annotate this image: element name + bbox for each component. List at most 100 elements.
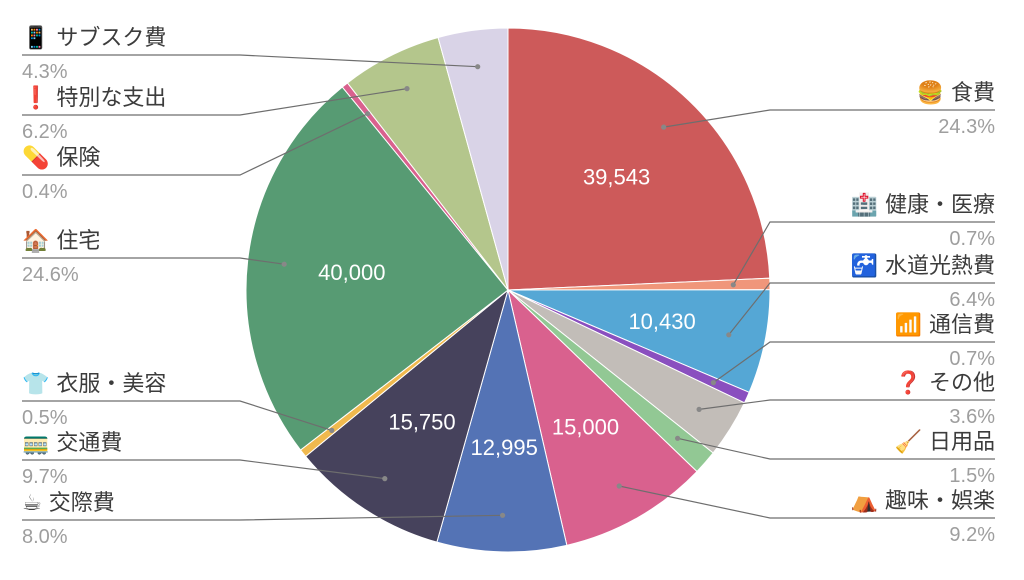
- category-name: 通信費: [929, 313, 995, 338]
- category-label: 📱 サブスク費: [22, 25, 166, 51]
- leader-line: [22, 54, 478, 68]
- category-label: ⛺ 趣味・娯楽: [851, 489, 995, 514]
- category-percent: 9.7%: [22, 466, 68, 488]
- exclamation-icon: ❗: [22, 85, 56, 111]
- hamburger-icon: 🍔: [917, 80, 951, 106]
- category-name: サブスク費: [56, 26, 166, 51]
- category-name: 食費: [951, 81, 995, 106]
- category-name: 趣味・娯楽: [885, 489, 995, 514]
- leader-line: [22, 113, 368, 176]
- category-percent: 0.7%: [949, 348, 995, 370]
- slice-value-label: 10,430: [628, 309, 695, 334]
- leader-line: [22, 459, 385, 480]
- category-label: 💊 保険: [22, 144, 100, 171]
- category-label: 🏠 住宅: [22, 228, 100, 254]
- leader-dot: [475, 64, 481, 70]
- pie-slice: [436, 289, 568, 553]
- train-icon: 🚃: [22, 431, 56, 456]
- pie-slice: [437, 27, 509, 291]
- category-label: 🧹 日用品: [895, 429, 995, 455]
- slice-value-label: 15,750: [388, 410, 455, 435]
- category-name: 特別な支出: [56, 86, 166, 111]
- category-name: 保険: [56, 146, 100, 171]
- category-name: 交通費: [56, 431, 122, 456]
- leader-dot: [329, 427, 335, 433]
- category-label: 📶 通信費: [895, 312, 995, 338]
- category-name: 水道光熱費: [885, 254, 995, 279]
- leader-dot: [500, 512, 506, 518]
- shirt-icon: 👕: [22, 372, 56, 397]
- category-percent: 1.5%: [949, 465, 995, 487]
- category-percent: 0.7%: [949, 228, 995, 250]
- category-percent: 24.3%: [938, 116, 995, 138]
- leader-line: [22, 514, 503, 521]
- faucet-icon: 🚰: [851, 253, 885, 279]
- category-percent: 8.0%: [22, 526, 68, 548]
- pie-slices: [245, 27, 771, 553]
- leader-dot: [281, 261, 287, 267]
- pill-icon: 💊: [22, 144, 56, 171]
- leader-dot: [726, 332, 732, 338]
- leader-dot: [365, 111, 371, 117]
- leader-line: [677, 437, 995, 460]
- pie-slice: [245, 86, 509, 451]
- coffee-icon: ☕: [22, 491, 49, 516]
- slice-value-label: 39,543: [583, 164, 650, 189]
- category-percent: 6.4%: [949, 289, 995, 311]
- slice-value-label: 40,000: [318, 260, 385, 285]
- category-percent: 6.2%: [22, 121, 68, 143]
- leader-line: [619, 485, 995, 519]
- category-percent: 0.5%: [22, 407, 68, 429]
- leader-line: [713, 341, 995, 384]
- house-icon: 🏠: [22, 228, 56, 254]
- leader-line: [22, 88, 408, 116]
- category-label: 🍔 食費: [917, 80, 995, 106]
- leader-dot: [730, 282, 736, 288]
- category-percent: 3.6%: [949, 406, 995, 428]
- leader-lines: [22, 54, 995, 521]
- category-name: 日用品: [929, 430, 995, 455]
- category-name: 衣服・美容: [56, 372, 166, 397]
- hospital-icon: 🏥: [851, 192, 885, 218]
- leader-dot: [404, 86, 410, 92]
- category-label: ❗ 特別な支出: [22, 85, 166, 111]
- category-label: ❓ その他: [895, 370, 995, 396]
- category-percent: 4.3%: [22, 61, 68, 83]
- leader-dot: [675, 435, 681, 441]
- leader-dot: [661, 124, 667, 130]
- leader-line: [732, 221, 995, 286]
- leader-line: [728, 282, 995, 336]
- category-label: 🏥 健康・医療: [851, 192, 995, 218]
- leader-line: [22, 257, 285, 265]
- leader-dot: [710, 380, 717, 386]
- category-label: ☕ 交際費: [22, 491, 115, 516]
- category-percent: 0.4%: [22, 181, 68, 203]
- tent-icon: ⛺: [851, 489, 885, 514]
- value-labels: 39,543 10,430 15,000 12,995 15,750 40,000: [318, 164, 696, 460]
- pie-slice: [507, 288, 698, 546]
- leader-line: [699, 399, 995, 410]
- leader-dot: [696, 406, 702, 412]
- slice-value-label: 15,000: [552, 415, 619, 440]
- category-name: 交際費: [49, 491, 115, 516]
- category-label: 🚃 交通費: [22, 431, 122, 456]
- broom-icon: 🧹: [895, 429, 929, 455]
- category-name: その他: [929, 371, 995, 396]
- category-percent: 9.2%: [949, 524, 995, 546]
- slice-value-label: 12,995: [471, 435, 538, 460]
- leader-line: [663, 109, 995, 128]
- category-name: 住宅: [56, 229, 100, 254]
- question-icon: ❓: [895, 370, 929, 396]
- category-label: 👕 衣服・美容: [22, 372, 166, 397]
- leader-dot: [382, 476, 388, 482]
- category-percent: 24.6%: [22, 264, 79, 286]
- pie-slice: [304, 288, 509, 543]
- pie-slice: [507, 27, 771, 291]
- wifi-icon: 📶: [895, 312, 929, 338]
- category-label: 🚰 水道光熱費: [851, 253, 995, 279]
- leader-line: [22, 400, 332, 431]
- category-name: 健康・医療: [885, 193, 995, 218]
- phone-icon: 📱: [22, 25, 56, 51]
